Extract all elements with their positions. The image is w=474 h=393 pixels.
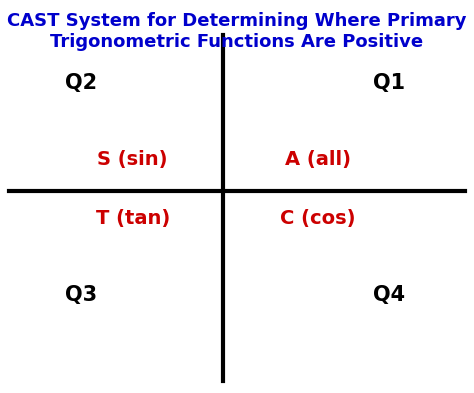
Text: Q2: Q2 [64, 73, 97, 92]
Text: CAST System for Determining Where Primary
Trigonometric Functions Are Positive: CAST System for Determining Where Primar… [7, 12, 467, 51]
Text: Q1: Q1 [373, 73, 405, 92]
Text: Q4: Q4 [373, 285, 405, 305]
Text: C (cos): C (cos) [280, 209, 356, 228]
Text: A (all): A (all) [284, 150, 351, 169]
Text: S (sin): S (sin) [98, 150, 168, 169]
Text: Q3: Q3 [64, 285, 97, 305]
Text: T (tan): T (tan) [96, 209, 170, 228]
